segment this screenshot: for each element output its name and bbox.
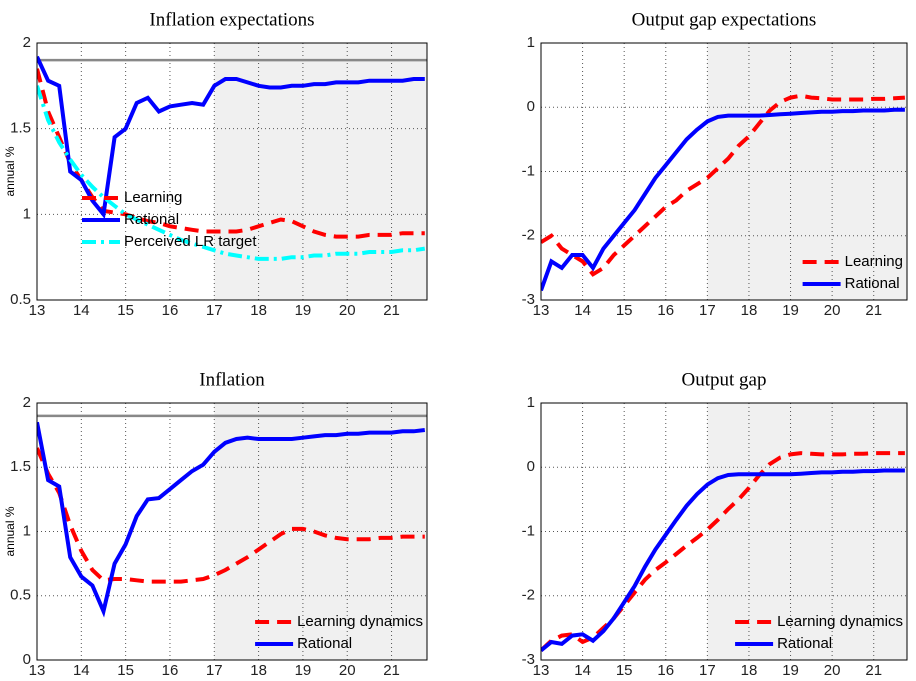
x-tick-label: 13 <box>533 662 550 679</box>
axes-frame <box>540 402 908 661</box>
legend: Learning dynamics Rational <box>735 613 903 652</box>
x-tick-label: 20 <box>339 302 356 319</box>
y-tick-label: -2 <box>522 587 535 604</box>
axes-frame <box>36 42 428 301</box>
legend-label: Rational <box>777 635 832 652</box>
y-axis-label: annual % <box>3 506 17 556</box>
axes-frame <box>540 42 908 301</box>
x-tick-label: 17 <box>699 302 716 319</box>
x-tick-label: 17 <box>206 302 223 319</box>
panel: 13 14 15 16 17 18 19 20 21 0 0.5 1 1.5 2 Inflation annu… <box>3 369 428 679</box>
x-tick-label: 16 <box>657 302 674 319</box>
x-tick-label: 13 <box>29 662 46 679</box>
legend-label: Rational <box>297 635 352 652</box>
panel: 13 14 15 16 17 18 19 20 21 0.5 1 1.5 2 Inflation expe… <box>3 9 428 319</box>
x-tick-label: 20 <box>824 302 841 319</box>
x-tick-label: 16 <box>162 662 179 679</box>
x-tick-label: 21 <box>383 662 400 679</box>
y-tick-label: 0.5 <box>10 587 31 604</box>
x-tick-label: 17 <box>699 662 716 679</box>
y-tick-label: 1 <box>527 34 535 51</box>
y-axis-label: annual % <box>3 146 17 196</box>
y-tick-label: 1.5 <box>10 120 31 137</box>
y-tick-label: -3 <box>522 291 535 308</box>
x-tick-label: 18 <box>250 662 267 679</box>
x-tick-label: 15 <box>616 302 633 319</box>
panel: 13 14 15 16 17 18 19 20 21 -3 -2 -1 0 1 Output gap exp… <box>522 9 908 319</box>
x-tick-label: 18 <box>250 302 267 319</box>
y-tick-label: 1.5 <box>10 458 31 475</box>
y-tick-label: -1 <box>522 162 535 179</box>
series-line <box>541 107 905 292</box>
y-tick-label: 1 <box>527 394 535 411</box>
x-tick-label: 19 <box>295 662 312 679</box>
series-line <box>37 68 425 239</box>
series-line <box>37 421 426 618</box>
series-line <box>541 93 906 277</box>
x-tick-label: 21 <box>865 302 882 319</box>
legend-label: Perceived LR target <box>124 233 257 250</box>
y-tick-label: -1 <box>522 522 535 539</box>
series-line <box>37 55 425 220</box>
series-line <box>541 468 905 652</box>
x-tick-label: 14 <box>574 302 591 319</box>
chart-title: Inflation <box>199 369 265 390</box>
legend-label: Learning <box>845 253 903 270</box>
legend-label: Learning <box>124 189 182 206</box>
chart-title: Output gap expectations <box>632 9 817 30</box>
x-tick-label: 17 <box>206 662 223 679</box>
x-tick-label: 18 <box>741 302 758 319</box>
legend-label: Learning dynamics <box>777 613 903 630</box>
x-tick-label: 15 <box>117 302 134 319</box>
series-line <box>37 447 425 584</box>
x-tick-label: 15 <box>117 662 134 679</box>
x-tick-label: 14 <box>73 662 90 679</box>
y-tick-label: -3 <box>522 651 535 668</box>
x-tick-label: 15 <box>616 662 633 679</box>
x-tick-label: 19 <box>782 662 799 679</box>
legend: Learning dynamics Rational <box>255 613 423 652</box>
x-tick-label: 13 <box>533 302 550 319</box>
panel: 13 14 15 16 17 18 19 20 21 -3 -2 -1 0 1 Output gap Lear… <box>522 369 908 679</box>
legend: Learning Rational Perceived LR target <box>82 189 257 250</box>
y-tick-label: 2 <box>23 394 31 411</box>
x-tick-label: 21 <box>383 302 400 319</box>
x-tick-label: 13 <box>29 302 46 319</box>
y-tick-label: -2 <box>522 227 535 244</box>
chart-title: Output gap <box>682 369 767 390</box>
chart-title: Inflation expectations <box>149 9 314 30</box>
x-tick-label: 14 <box>73 302 90 319</box>
y-tick-label: 1 <box>23 522 31 539</box>
legend-label: Learning dynamics <box>297 613 423 630</box>
y-tick-label: 0 <box>527 98 535 115</box>
axes-frame <box>36 402 428 661</box>
x-tick-label: 14 <box>574 662 591 679</box>
x-tick-label: 21 <box>865 662 882 679</box>
x-tick-label: 19 <box>782 302 799 319</box>
x-tick-label: 18 <box>741 662 758 679</box>
y-tick-label: 0.5 <box>10 291 31 308</box>
y-tick-label: 0 <box>527 458 535 475</box>
legend-label: Rational <box>124 211 179 228</box>
x-tick-label: 20 <box>824 662 841 679</box>
x-tick-label: 20 <box>339 662 356 679</box>
series-line <box>37 85 426 261</box>
x-tick-label: 19 <box>295 302 312 319</box>
y-tick-label: 0 <box>23 651 31 668</box>
legend: Learning Rational <box>802 253 903 292</box>
legend-label: Rational <box>845 275 900 292</box>
y-tick-label: 1 <box>23 205 31 222</box>
x-tick-label: 16 <box>657 662 674 679</box>
y-tick-label: 2 <box>23 34 31 51</box>
x-tick-label: 16 <box>162 302 179 319</box>
series-line <box>541 451 905 652</box>
